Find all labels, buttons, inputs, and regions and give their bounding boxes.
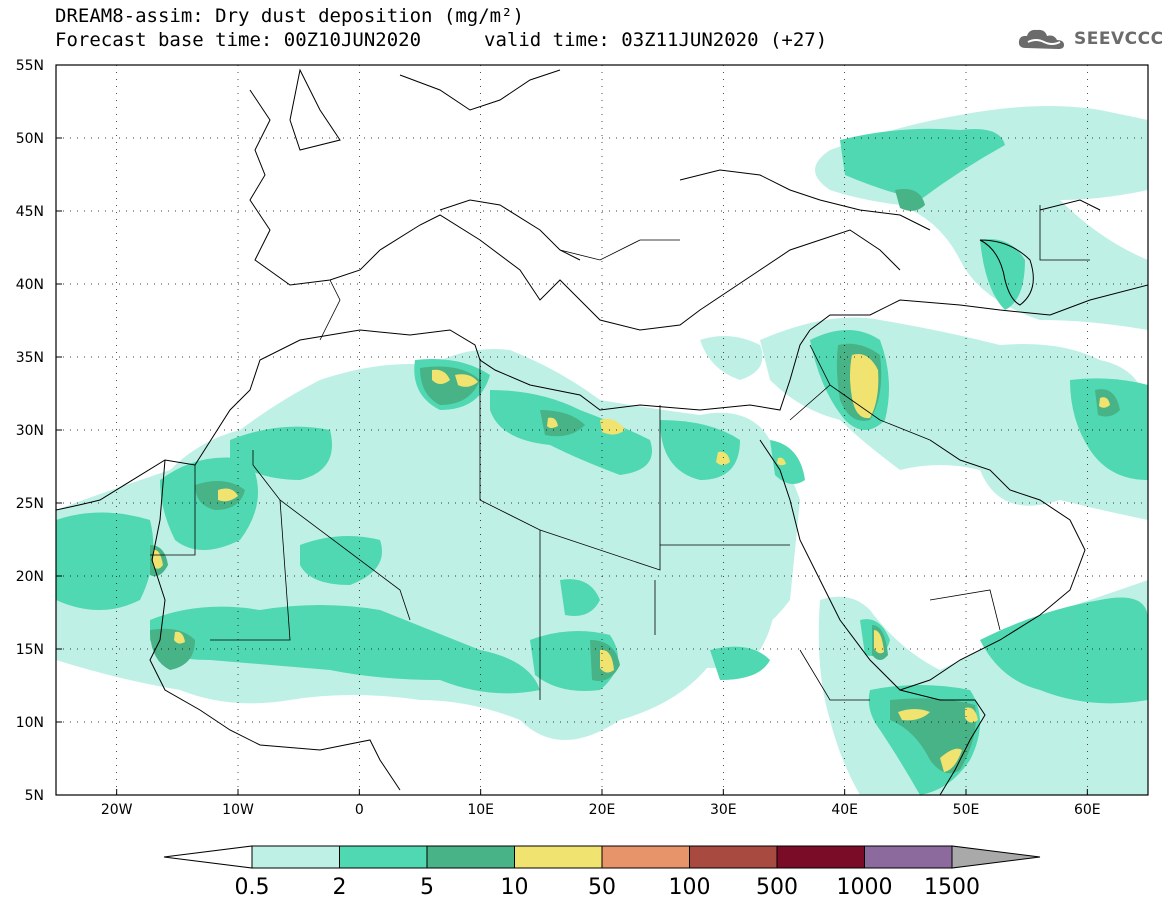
latitude-label: 35N <box>16 350 44 366</box>
deposition-band-2-5 <box>56 128 1148 795</box>
map-title: DREAM8-assim: Dry dust deposition (mg/m²… <box>55 5 524 27</box>
longitude-label: 10W <box>222 802 254 818</box>
legend-label: 10 <box>501 875 529 900</box>
latitude-label: 5N <box>25 788 44 804</box>
longitude-labels: 20W 10W 0 10E 20E 30E 40E 50E 60E <box>101 789 1101 818</box>
seevccc-logo: SEEVCCC <box>1016 26 1164 52</box>
legend-label: 1000 <box>837 875 893 900</box>
latitude-label: 15N <box>16 642 44 658</box>
country-borders <box>150 205 1090 701</box>
legend-label: 500 <box>756 875 798 900</box>
legend-swatch <box>514 845 603 869</box>
legend-label: 2 <box>333 875 347 900</box>
color-legend-labels: 0.5 2 5 10 50 100 500 1000 1500 <box>235 875 981 900</box>
legend-high-arrow <box>951 845 1041 869</box>
latitude-labels: 55N 50N 45N 40N 35N 30N 25N 20N 15N 10N 5N <box>16 58 62 804</box>
legend-swatch <box>339 845 428 869</box>
legend-swatch <box>251 845 340 869</box>
latitude-label: 25N <box>16 496 44 512</box>
legend-label: 1500 <box>924 875 980 900</box>
map-gridlines <box>56 65 1148 795</box>
color-legend <box>163 845 1041 869</box>
cloud-logo-icon <box>1018 29 1064 49</box>
legend-swatch <box>601 845 690 869</box>
latitude-label: 45N <box>16 204 44 220</box>
deposition-band-10-50 <box>153 354 1110 772</box>
longitude-label: 30E <box>710 802 737 818</box>
longitude-label: 20E <box>589 802 616 818</box>
legend-label: 5 <box>420 875 434 900</box>
longitude-label: 40E <box>831 802 858 818</box>
logo-text: SEEVCCC <box>1074 29 1164 49</box>
longitude-label: 0 <box>355 802 364 818</box>
legend-swatch <box>689 845 778 869</box>
latitude-label: 55N <box>16 58 44 74</box>
latitude-label: 30N <box>16 423 44 439</box>
longitude-label: 20W <box>101 802 133 818</box>
latitude-label: 10N <box>16 715 44 731</box>
coastlines <box>56 68 1148 795</box>
legend-label: 100 <box>669 875 711 900</box>
longitude-label: 10E <box>467 802 494 818</box>
legend-low-arrow <box>163 845 253 869</box>
forecast-base-time: Forecast base time: 00Z10JUN2020 <box>55 29 422 51</box>
latitude-label: 20N <box>16 569 44 585</box>
latitude-label: 40N <box>16 277 44 293</box>
longitude-label: 60E <box>1074 802 1101 818</box>
latitude-label: 50N <box>16 131 44 147</box>
legend-label: 0.5 <box>235 875 270 900</box>
longitude-label: 50E <box>953 802 980 818</box>
legend-swatch <box>426 845 515 869</box>
valid-time: valid time: 03Z11JUN2020 (+27) <box>484 29 828 51</box>
legend-swatch <box>776 845 865 869</box>
deposition-fields <box>56 106 1148 795</box>
legend-swatch <box>864 845 953 869</box>
legend-label: 50 <box>588 875 616 900</box>
